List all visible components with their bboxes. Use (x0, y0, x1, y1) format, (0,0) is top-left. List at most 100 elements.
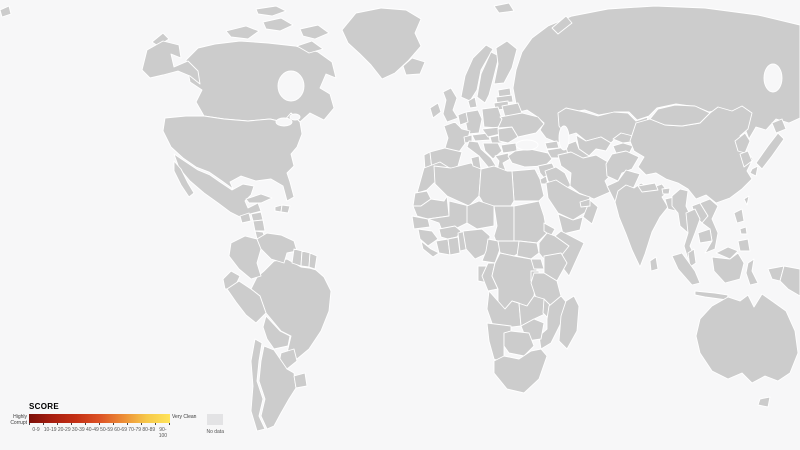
country-usa-alaska[interactable] (141, 40, 201, 85)
country-taiwan[interactable] (743, 195, 750, 206)
legend-title: SCORE (29, 402, 59, 411)
country-nicaragua[interactable] (252, 219, 266, 232)
country-japan-kyushu[interactable] (749, 165, 759, 177)
country-algeria[interactable] (433, 162, 482, 207)
country-indonesia-sulawesi[interactable] (745, 258, 759, 286)
country-denmark[interactable] (467, 96, 478, 109)
country-canada[interactable] (185, 40, 337, 123)
legend-tick-labels: 0-9 10-19 20-29 30-39 40-49 50-59 60-69 … (29, 427, 170, 439)
legend: SCORE Highly Corrupt 0-9 10-19 20-29 30-… (8, 402, 224, 439)
country-mozambique[interactable] (538, 295, 568, 350)
country-niger[interactable] (466, 200, 495, 230)
country-senegal[interactable] (411, 215, 431, 230)
country-mexico-baja[interactable] (173, 160, 195, 198)
legend-tick: 30-39 (71, 427, 85, 433)
country-philippines-luzon[interactable] (733, 208, 745, 224)
country-ireland[interactable] (429, 102, 442, 119)
country-bolivia[interactable] (262, 315, 291, 350)
country-indonesia-java[interactable] (694, 290, 729, 301)
legend-label-highly-corrupt: Highly Corrupt (10, 414, 27, 426)
country-india[interactable] (614, 182, 669, 268)
country-peru[interactable] (226, 280, 267, 324)
country-canada-arctic-2[interactable] (262, 17, 294, 32)
legend-nodata: No data (206, 414, 224, 435)
country-honduras[interactable] (250, 211, 264, 222)
country-colombia[interactable] (228, 235, 262, 280)
country-french-guiana[interactable] (308, 252, 318, 270)
country-south-sudan[interactable] (516, 240, 540, 260)
country-mauritania[interactable] (412, 195, 450, 220)
legend-nodata-label: No data (206, 429, 224, 435)
country-japan-hokkaido[interactable] (771, 118, 787, 134)
country-benelux[interactable] (457, 111, 469, 126)
country-madagascar[interactable] (558, 295, 580, 350)
country-australia[interactable] (695, 293, 799, 384)
country-south-africa[interactable] (493, 348, 548, 394)
country-uk[interactable] (442, 87, 459, 123)
country-canada-baffin[interactable] (296, 40, 324, 54)
country-indonesia-sumatra[interactable] (671, 252, 701, 286)
country-sudan[interactable] (513, 200, 548, 244)
country-cambodia[interactable] (697, 228, 713, 244)
country-australia-tasmania[interactable] (757, 396, 771, 408)
country-turkey[interactable] (507, 148, 553, 168)
country-philippines-mindanao[interactable] (737, 238, 751, 252)
country-suriname[interactable] (300, 250, 311, 268)
country-guyana[interactable] (291, 248, 303, 267)
country-botswana[interactable] (503, 330, 535, 357)
country-philippines-visayas[interactable] (739, 226, 748, 235)
country-papua-new-guinea[interactable] (779, 265, 800, 297)
country-vietnam[interactable] (699, 198, 719, 254)
country-afghanistan[interactable] (605, 150, 640, 182)
country-uae[interactable] (579, 198, 591, 208)
country-malaysia-borneo[interactable] (715, 246, 739, 260)
country-argentina[interactable] (258, 345, 297, 430)
country-ghana[interactable] (447, 236, 461, 256)
country-norway-svalbard[interactable] (493, 2, 515, 14)
country-cuba[interactable] (245, 193, 273, 204)
country-canada-arctic-4[interactable] (255, 5, 287, 17)
country-mongolia[interactable] (649, 104, 711, 127)
country-canada-arctic-1[interactable] (225, 25, 260, 40)
legend-tick: 10-19 (43, 427, 57, 433)
country-uruguay[interactable] (293, 372, 308, 389)
country-latvia[interactable] (495, 94, 514, 104)
country-georgia[interactable] (544, 140, 560, 150)
country-sri-lanka[interactable] (649, 256, 659, 272)
country-south-korea[interactable] (739, 150, 753, 168)
country-dominican-republic[interactable] (280, 204, 291, 214)
country-canada-arctic-3[interactable] (299, 24, 330, 40)
country-russia-antimeridian-wrap[interactable] (0, 5, 12, 18)
country-north-korea[interactable] (734, 132, 751, 154)
country-germany[interactable] (465, 109, 483, 135)
country-mexico[interactable] (173, 153, 262, 218)
country-guinea[interactable] (417, 228, 439, 247)
country-chile[interactable] (250, 338, 266, 432)
country-norway[interactable] (460, 44, 494, 102)
country-yemen[interactable] (557, 213, 584, 235)
country-sierra-leone-liberia[interactable] (420, 240, 440, 258)
country-russia-novaya-zemlya[interactable] (551, 15, 573, 35)
country-malaysia-peninsula[interactable] (687, 248, 697, 268)
country-indonesia-kalimantan[interactable] (711, 252, 745, 284)
great-lakes-water-2 (289, 113, 301, 121)
country-greenland[interactable] (341, 7, 422, 80)
country-bhutan[interactable] (661, 187, 671, 195)
country-japan-honshu[interactable] (755, 132, 785, 170)
country-kenya[interactable] (543, 252, 568, 282)
country-iceland[interactable] (402, 57, 426, 76)
country-nepal[interactable] (637, 182, 659, 193)
country-ukraine[interactable] (497, 112, 545, 138)
country-austria[interactable] (471, 132, 491, 142)
country-greece[interactable] (494, 152, 511, 172)
country-usa[interactable] (162, 112, 303, 202)
black-sea-water (515, 139, 539, 151)
country-finland[interactable] (493, 40, 518, 85)
country-guatemala[interactable] (239, 212, 252, 224)
country-libya[interactable] (478, 165, 515, 207)
country-sweden[interactable] (476, 51, 500, 104)
country-tajikistan[interactable] (612, 142, 634, 155)
country-venezuela[interactable] (256, 232, 298, 264)
country-namibia[interactable] (486, 322, 512, 364)
